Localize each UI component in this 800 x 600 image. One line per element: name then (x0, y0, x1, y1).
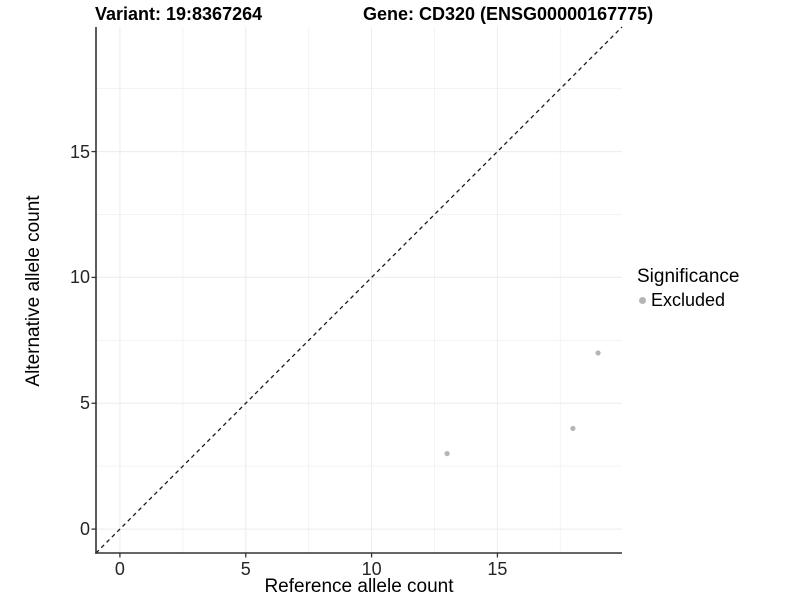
plot-title-gene: Gene: CD320 (ENSG00000167775) (363, 4, 654, 24)
y-tick-label: 10 (69, 267, 90, 288)
x-tick-label: 5 (240, 559, 251, 579)
data-point (444, 450, 450, 457)
data-point (595, 350, 601, 356)
legend-title: Significance (637, 266, 740, 287)
x-tick-label: 10 (361, 559, 382, 579)
x-axis-title: Reference allele count (264, 576, 454, 597)
x-tick-label: 0 (114, 559, 125, 579)
legend: Significance Excluded (637, 266, 739, 310)
y-tick-label: 5 (79, 393, 90, 414)
y-axis-title: Alternative allele count (23, 195, 44, 387)
plot-title-variant: Variant: 19:8367264 (95, 4, 263, 24)
legend-item-label: Excluded (651, 290, 726, 310)
data-point (570, 425, 576, 432)
y-tick-label: 0 (79, 519, 90, 540)
legend-item-excluded: Excluded (639, 290, 739, 310)
x-tick-label: 15 (487, 559, 508, 579)
legend-point-icon (639, 296, 646, 304)
y-tick-label: 15 (69, 141, 90, 162)
identity-dashed-line (95, 26, 623, 554)
